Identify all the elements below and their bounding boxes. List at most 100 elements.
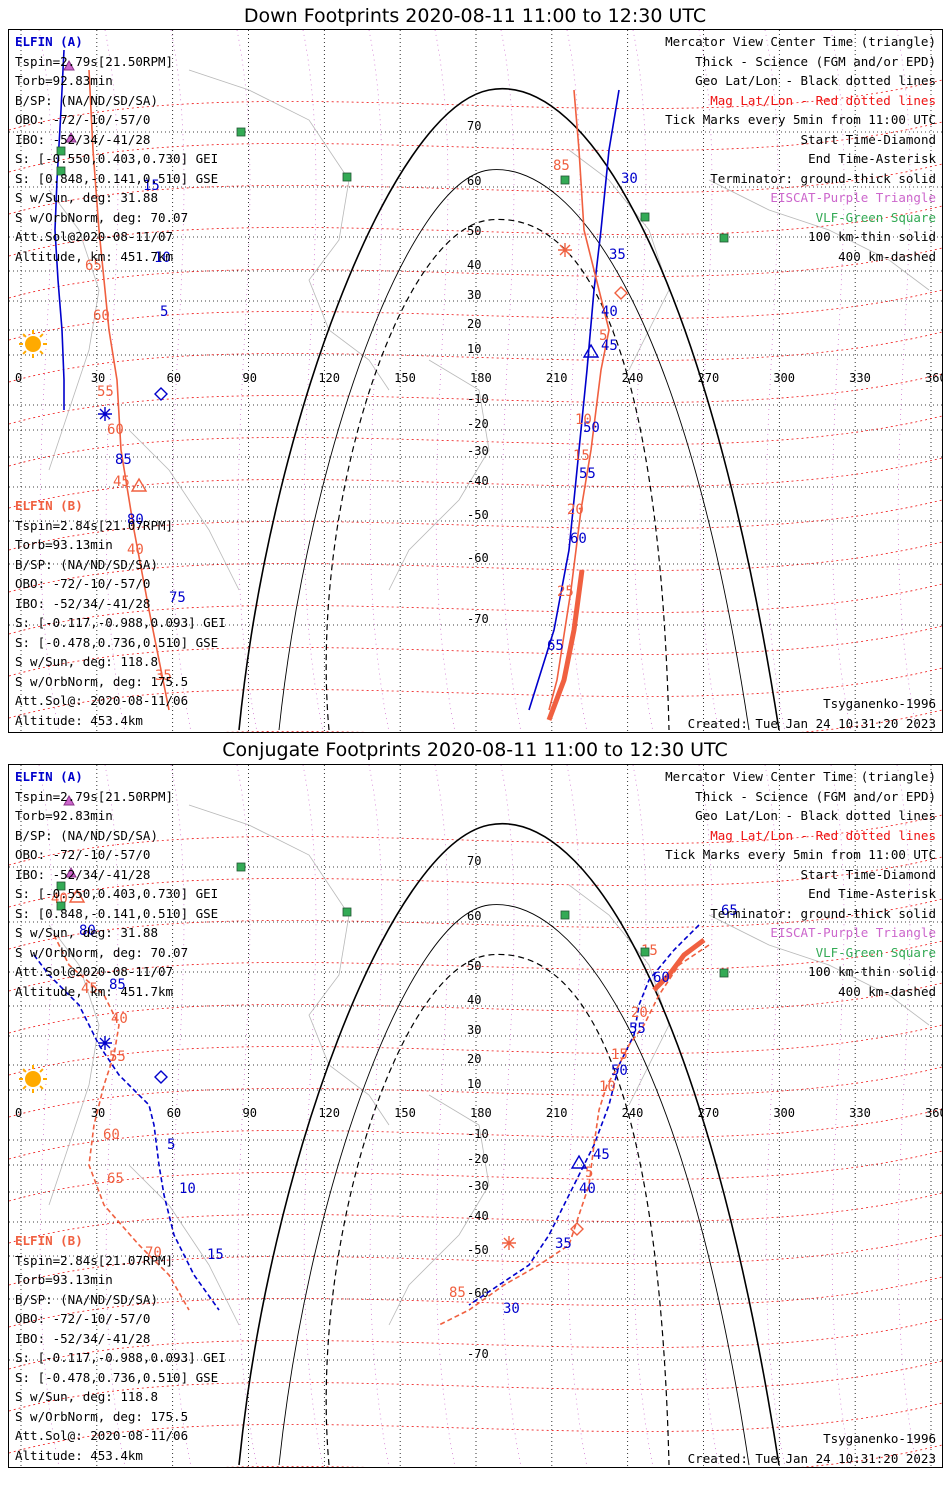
coastline (568, 149, 670, 371)
elfin-b-tick-label: 85 (553, 158, 570, 174)
map-canvas: 0 30 60 90 120 150 180 210 240 270 300 330 360 70 60 50… (9, 765, 942, 1467)
elfin-a-tick-label: 80 (79, 923, 96, 939)
lon-tick-label: 270 (698, 371, 720, 385)
legend-line: VLF-Green Square (815, 209, 936, 225)
legend-line: Mag Lat/Lon - Red dotted lines (710, 92, 936, 108)
mag-lat-line (9, 667, 942, 719)
lon-tick-label: 120 (318, 371, 340, 385)
legend-line: Tick Marks every 5min from 11:00 UTC (665, 112, 936, 127)
mag-lat-line (9, 1360, 942, 1412)
down-footprints-map: 0 30 60 90 120 150 180 210 240 270 300 330 360 70 60 50… (8, 29, 943, 733)
lat-tick-label: -70 (467, 1347, 489, 1361)
lat-tick-label: -50 (467, 1243, 489, 1257)
terminator-ground (238, 822, 780, 1466)
conjugate-footprints-map: 0 30 60 90 120 150 180 210 240 270 300 330 360 70 60 50… (8, 764, 943, 1468)
mag-lat-line (9, 1066, 942, 1118)
elfin-a-tick-label: 85 (115, 452, 132, 468)
elfin-b-tick-label: 55 (109, 1049, 126, 1065)
elfin-a-info-line: S w/Sun, deg: 31.88 (15, 190, 158, 205)
elfin-a-tick-label: 30 (503, 1301, 520, 1317)
elfin-b-info-line: B/SP: (NA/ND/SD/SA) (15, 556, 158, 572)
legend-line: Mag Lat/Lon - Red dotted lines (710, 827, 936, 843)
coastline (48, 189, 100, 471)
elfin-a-tick-label: 15 (143, 178, 160, 194)
elfin-b-info-line: Altitude: 453.4km (15, 1447, 143, 1463)
mag-lat-line (9, 121, 942, 173)
mag-lat-line (9, 415, 942, 467)
elfin-a-tick-label: 40 (601, 304, 618, 320)
lat-tick-label: -60 (467, 1286, 489, 1300)
coastline (708, 914, 930, 1026)
legend-line: End Time-Asterisk (808, 151, 936, 166)
mag-lon-line (434, 765, 456, 1467)
elfin-b-info-block: ELFIN (B) Tspin=2.84s[21.07RPM] Torb=93.13… (15, 496, 226, 730)
elfin-b-info-line: Altitude: 453.4km (15, 712, 143, 728)
mag-lat-line (9, 373, 942, 425)
elfin-a-tick-label: 5 (167, 1137, 175, 1153)
lon-tick-label: 180 (470, 1106, 492, 1120)
sun-ray (39, 350, 44, 355)
sun-ray (22, 1068, 27, 1073)
start-time-diamond (154, 387, 168, 401)
coastline (48, 924, 100, 1206)
mag-lon-line (500, 30, 522, 732)
lat-tick-label: 20 (467, 1052, 481, 1066)
elfin-a-tick-label: 65 (547, 638, 564, 654)
elfin-b-heading: ELFIN (B) (15, 498, 83, 513)
elfin-a-info-block: ELFIN (A) Tspin=2.79s[21.50RPM] Torb=92.83… (15, 32, 218, 266)
eiscat-triangle (63, 59, 75, 71)
mag-lat-line (9, 499, 942, 551)
mag-lat-line (9, 1024, 942, 1076)
lat-tick-label: 70 (467, 119, 481, 133)
mag-lat-line (9, 247, 942, 299)
lat-tick-label: -50 (467, 508, 489, 522)
elfin-a-info-line: S: [-0.550,0.403,0.730] GEI (15, 151, 219, 166)
lat-tick-label: 30 (467, 1023, 481, 1037)
vlf-station-square (342, 907, 352, 917)
terminator-400km (325, 953, 670, 1466)
elfin-a-tick-label: 15 (207, 1247, 224, 1263)
elfin-b-info-line: S w/OrbNorm, deg: 175.5 (15, 1408, 189, 1424)
end-time-asterisk (558, 243, 572, 257)
elfin-b-tick-label: 10 (599, 1079, 616, 1095)
lon-tick-label: 120 (318, 1106, 340, 1120)
mag-lon-line (500, 765, 522, 1467)
coastline (188, 804, 390, 1126)
lon-tick-label: 360 (925, 371, 942, 385)
elfin-b-track (53, 934, 190, 1311)
center-time-triangle (68, 888, 86, 903)
start-time-diamond (154, 1070, 168, 1084)
elfin-a-tick-label: 75 (169, 590, 186, 606)
terminator-100km (278, 904, 750, 1466)
mag-lat-line (9, 814, 942, 866)
lon-tick-label: 0 (15, 371, 22, 385)
mag-lat-line (9, 289, 942, 341)
vlf-station-square (56, 901, 66, 911)
lon-tick-label: 240 (622, 371, 644, 385)
vlf-station-square (640, 212, 650, 222)
mag-lat-line (9, 1402, 942, 1454)
lat-tick-label: 50 (467, 959, 481, 973)
mag-lat-line (9, 541, 942, 593)
mag-lat-line (9, 1234, 942, 1286)
sun-icon (25, 1071, 41, 1087)
lat-tick-label: 70 (467, 854, 481, 868)
end-time-asterisk (502, 1236, 516, 1250)
elfin-a-heading: ELFIN (A) (15, 769, 83, 784)
created-timestamp: Created: Tue Jan 24 10:31:20 2023 (687, 716, 936, 731)
legend-line: Start Time-Diamond (800, 131, 936, 147)
bottom-panel-title: Conjugate Footprints 2020-08-11 11:00 to… (222, 739, 728, 761)
elfin-a-info-line: IBO: -52/34/-41/28 (15, 131, 151, 147)
lon-tick-label: 60 (167, 1106, 181, 1120)
vlf-station-square (560, 175, 570, 185)
legend-line: Geo Lat/Lon - Black dotted lines (695, 808, 936, 823)
eiscat-triangle (63, 794, 75, 806)
lat-tick-label: -40 (467, 474, 489, 488)
lon-tick-label: 330 (849, 371, 871, 385)
lon-tick-label: 30 (91, 371, 105, 385)
lat-tick-label: -20 (467, 417, 489, 431)
mag-lat-line (9, 898, 942, 950)
coastline (128, 1164, 240, 1326)
elfin-a-info-line: Att.Sol@2020-08-11/07 (15, 964, 174, 979)
elfin-b-tick-label: 25 (557, 584, 574, 600)
